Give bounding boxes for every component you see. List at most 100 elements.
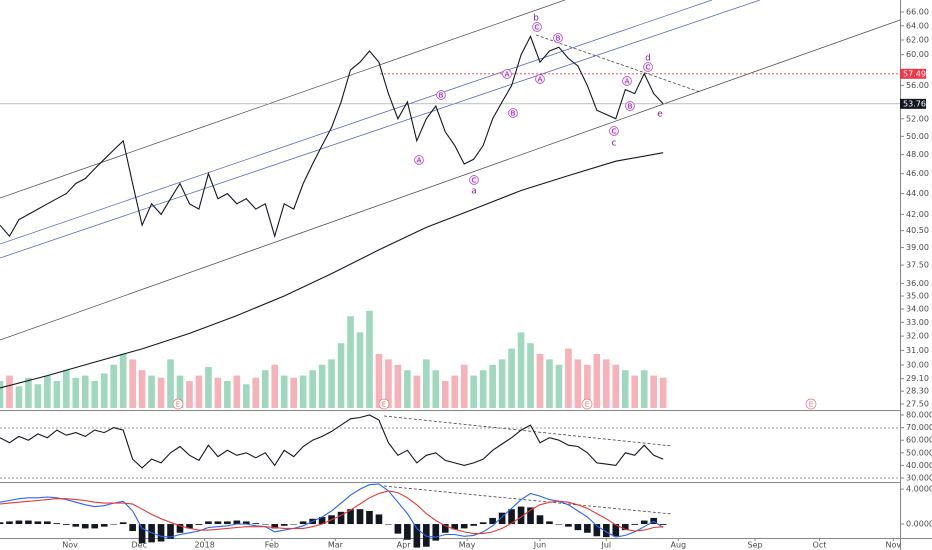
volume-bar [460, 364, 468, 408]
volume-bar [659, 377, 667, 408]
volume-bar [129, 359, 136, 408]
y-tick-label: 32.00 [906, 332, 929, 341]
wave-marker-label: A [417, 157, 422, 165]
volume-bar [119, 354, 127, 408]
volume-bar [205, 366, 212, 408]
volume-bar [441, 381, 449, 408]
volume-bar [517, 332, 525, 408]
y-tick-label: 80.0000 [906, 411, 932, 420]
histogram-bar [517, 506, 525, 525]
y-tick-label: 40.50 [906, 226, 929, 235]
y-tick-label: 56.00 [906, 81, 929, 90]
series-line [0, 414, 664, 469]
y-tick-label: 35.00 [906, 292, 929, 301]
volume-bar [6, 375, 13, 408]
histogram-bar [233, 520, 241, 525]
histogram-bar [366, 510, 373, 525]
histogram-bar [565, 524, 572, 527]
y-tick-label: 64.00 [906, 21, 929, 30]
volume-bar [53, 381, 61, 408]
wave-marker-label: A [625, 78, 630, 86]
histogram-bar [593, 524, 601, 537]
histogram-bar [659, 524, 667, 525]
volume-bar [214, 377, 222, 408]
histogram-bar [129, 524, 136, 532]
histogram-bar [356, 509, 364, 525]
x-tick-label: 2018 [194, 541, 214, 550]
histogram-bar [441, 524, 449, 533]
x-tick-label: Jun [533, 541, 547, 550]
histogram-bar [176, 524, 184, 533]
histogram-bar [423, 524, 430, 547]
histogram-bar [0, 522, 4, 525]
histogram-bar [15, 520, 23, 525]
wave-label: e [657, 110, 663, 120]
y-tick-label: 31.00 [906, 346, 929, 355]
histogram-bar [470, 524, 477, 526]
y-tick-label: 42.00 [906, 210, 929, 219]
wave-marker-label: C [472, 177, 477, 185]
histogram-bar [621, 524, 629, 531]
wave-label: c [612, 139, 617, 149]
volume-bar [157, 377, 165, 408]
histogram-bar [34, 521, 42, 525]
wave-marker [172, 398, 184, 410]
volume-bar [546, 359, 553, 408]
x-tick-label: Sep [748, 541, 763, 550]
volume-bar [603, 359, 610, 408]
volume-bar [432, 370, 440, 408]
series-line [0, 490, 664, 535]
histogram-bar [214, 521, 222, 525]
volume-bar [25, 377, 32, 408]
histogram-bar [536, 515, 544, 525]
volume-bar [479, 370, 487, 408]
histogram-bar [81, 524, 89, 529]
y-tick-label: 50.00 [906, 132, 929, 141]
wave-marker [622, 76, 632, 86]
divergence-line [383, 415, 673, 447]
histogram-bar [53, 523, 61, 525]
volume-bar [612, 364, 620, 408]
channel-line [0, 0, 761, 259]
wave-marker-label: E [382, 401, 386, 409]
histogram-bar [63, 524, 70, 525]
volume-bar [299, 375, 307, 408]
histogram-bar [460, 524, 468, 529]
histogram-bar [25, 520, 32, 525]
histogram-bar [404, 524, 411, 540]
wave-marker-label: E [585, 401, 589, 409]
histogram-bar [290, 524, 297, 525]
volume-bar [366, 310, 373, 408]
x-tick-label: Dec [132, 541, 147, 550]
volume-bar [404, 370, 411, 408]
histogram-bar [157, 524, 165, 542]
x-tick-label: Oct [813, 541, 827, 550]
divergence-line [383, 485, 673, 515]
wave-marker [378, 398, 390, 410]
volume-bar [593, 354, 601, 408]
volume-bar [224, 381, 231, 408]
volume-bar [356, 332, 364, 408]
wave-label: b [533, 14, 539, 24]
histogram-bar [261, 524, 269, 525]
y-tick-label: 0.0000 [906, 520, 932, 529]
wave-marker-label: A [505, 71, 510, 79]
price-tag [900, 68, 926, 79]
volume-bar [508, 348, 515, 408]
wave-marker-label: A [538, 76, 543, 84]
volume-bar [15, 386, 23, 408]
histogram-bar [413, 524, 421, 548]
y-tick-label: 50.0000 [906, 448, 932, 457]
volume-bar [290, 377, 297, 408]
x-tick-label: Feb [265, 541, 279, 550]
y-tick-label: 66.00 [906, 8, 929, 17]
price-tag [900, 98, 926, 109]
volume-bar [489, 364, 496, 408]
volume-bar [565, 348, 572, 408]
wave-marker-label: C [646, 64, 651, 72]
volume-bar [337, 343, 345, 408]
volume-bar [243, 384, 250, 408]
histogram-bar [110, 524, 117, 525]
volume-bar [91, 381, 99, 408]
volume-bar [631, 375, 639, 408]
